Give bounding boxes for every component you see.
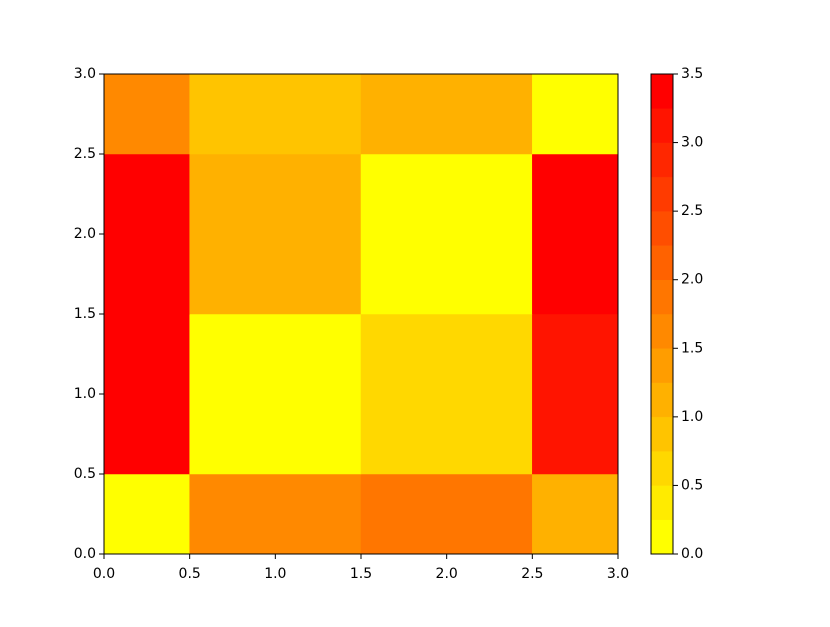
- cell: [189, 473, 362, 555]
- colorbar-band: [650, 73, 674, 109]
- colorbar-tick-label: 1.0: [681, 409, 703, 425]
- colorbar-band: [650, 450, 674, 486]
- cell: [103, 313, 190, 475]
- x-tick-label: 0.5: [179, 566, 201, 582]
- cell: [103, 153, 190, 315]
- colorbar-band: [650, 519, 674, 555]
- colorbar-tick-label: 3.0: [681, 135, 703, 151]
- y-tick-label: 0.5: [74, 466, 96, 482]
- cell: [532, 473, 619, 555]
- colorbar-tick-label: 0.5: [681, 477, 703, 493]
- y-tick-label: 3.0: [74, 66, 96, 82]
- colorbar-tick-label: 0.0: [681, 546, 703, 562]
- cell: [532, 73, 619, 155]
- y-tick-label: 2.0: [74, 226, 96, 242]
- cell: [532, 313, 619, 475]
- colorbar-tick-label: 3.5: [681, 66, 703, 82]
- x-tick-label: 0.0: [93, 566, 115, 582]
- cell: [189, 313, 362, 475]
- colorbar-band: [650, 485, 674, 520]
- cell: [360, 313, 533, 475]
- x-tick-label: 2.0: [436, 566, 458, 582]
- colorbar-band: [650, 176, 674, 212]
- x-tick-label: 2.5: [521, 566, 543, 582]
- colorbar-band: [650, 313, 674, 349]
- cell: [360, 473, 533, 555]
- colorbar-band: [650, 416, 674, 452]
- x-tick-label: 1.0: [264, 566, 286, 582]
- cell: [103, 473, 190, 555]
- colorbar-band: [650, 108, 674, 143]
- x-tick-label: 3.0: [607, 566, 629, 582]
- colorbar-band: [650, 142, 674, 178]
- colorbar-band: [650, 210, 674, 246]
- y-tick-label: 1.5: [74, 306, 96, 322]
- colorbar-band: [650, 279, 674, 315]
- colorbar-tick-label: 2.0: [681, 272, 703, 288]
- y-tick-label: 2.5: [74, 146, 96, 162]
- x-tick-label: 1.5: [350, 566, 372, 582]
- colorbar-tick-label: 1.5: [681, 340, 703, 356]
- colorbar-tick-label: 2.5: [681, 203, 703, 219]
- cell: [103, 73, 190, 155]
- colorbar-frame: [650, 73, 674, 555]
- cell: [360, 73, 533, 155]
- cell: [189, 73, 362, 155]
- cell: [360, 153, 533, 315]
- cell: [189, 153, 362, 315]
- colorbar-band: [650, 348, 674, 383]
- colorbar-band: [650, 382, 674, 418]
- cell: [532, 153, 619, 315]
- y-tick-label: 0.0: [74, 546, 96, 562]
- y-tick-label: 1.0: [74, 386, 96, 402]
- colorbar-band: [650, 245, 674, 280]
